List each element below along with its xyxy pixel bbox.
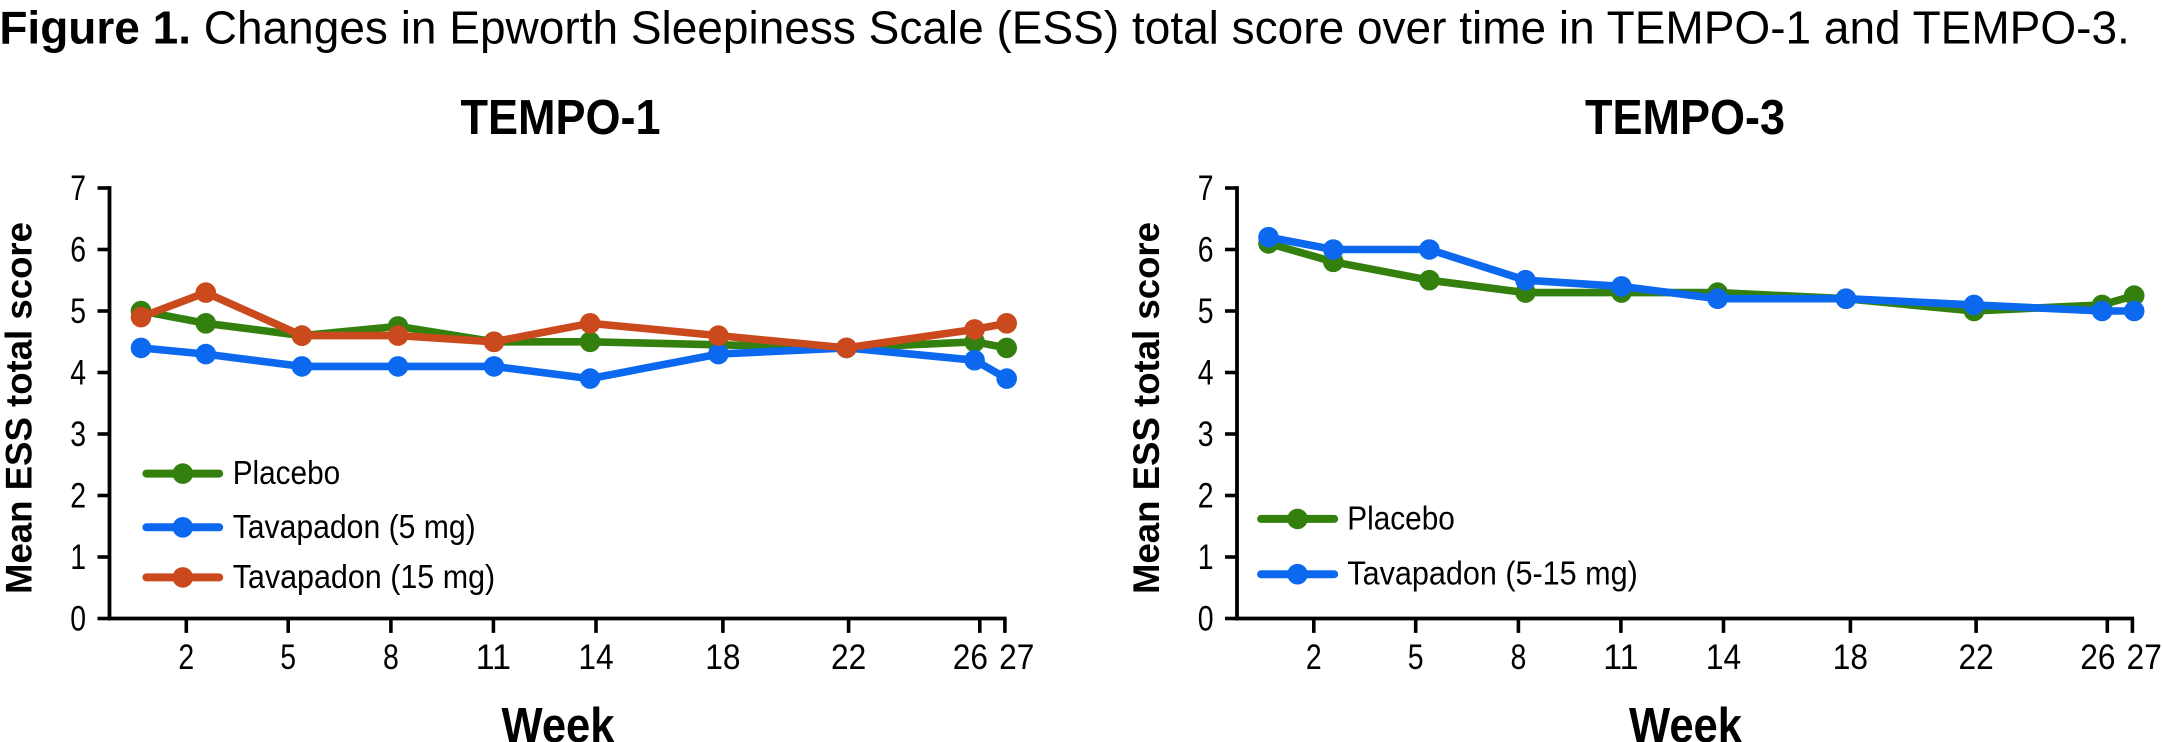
svg-text:Tavapadon (5-15 mg): Tavapadon (5-15 mg): [1347, 555, 1638, 592]
svg-text:TEMPO-1: TEMPO-1: [461, 91, 661, 145]
svg-text:Mean ESS total score: Mean ESS total score: [1126, 222, 1167, 594]
svg-text:6: 6: [70, 230, 86, 269]
svg-text:26: 26: [2080, 638, 2115, 677]
svg-text:22: 22: [1959, 638, 1994, 677]
svg-text:Tavapadon (15 mg): Tavapadon (15 mg): [233, 558, 496, 595]
svg-text:Placebo: Placebo: [233, 454, 341, 491]
svg-text:0: 0: [70, 599, 86, 638]
svg-text:18: 18: [705, 638, 740, 677]
svg-text:7: 7: [70, 169, 86, 208]
svg-text:1: 1: [70, 538, 86, 577]
svg-text:Tavapadon (5 mg): Tavapadon (5 mg): [233, 508, 476, 545]
svg-text:7: 7: [1198, 169, 1214, 208]
svg-text:Mean ESS total score: Mean ESS total score: [0, 222, 40, 594]
svg-text:Figure 1. Changes in Epworth S: Figure 1. Changes in Epworth Sleepiness …: [0, 2, 2130, 54]
svg-text:27: 27: [999, 638, 1034, 677]
svg-text:Week: Week: [502, 699, 616, 742]
svg-text:14: 14: [578, 638, 613, 677]
svg-text:0: 0: [1198, 599, 1214, 638]
svg-text:27: 27: [2127, 638, 2162, 677]
svg-text:5: 5: [1198, 292, 1214, 331]
svg-text:3: 3: [1198, 415, 1214, 454]
svg-text:2: 2: [1306, 638, 1322, 677]
svg-text:2: 2: [70, 476, 86, 515]
svg-text:2: 2: [178, 638, 194, 677]
svg-text:11: 11: [476, 638, 511, 677]
svg-text:11: 11: [1603, 638, 1638, 677]
svg-text:4: 4: [1198, 353, 1214, 392]
svg-text:TEMPO-3: TEMPO-3: [1585, 91, 1785, 145]
svg-text:1: 1: [1198, 538, 1214, 577]
svg-text:18: 18: [1833, 638, 1868, 677]
svg-text:6: 6: [1198, 230, 1214, 269]
svg-text:26: 26: [953, 638, 988, 677]
svg-text:8: 8: [1511, 638, 1527, 677]
svg-text:22: 22: [831, 638, 866, 677]
svg-text:5: 5: [1408, 638, 1424, 677]
svg-text:14: 14: [1706, 638, 1741, 677]
svg-text:2: 2: [1198, 476, 1214, 515]
svg-text:3: 3: [70, 415, 86, 454]
svg-text:5: 5: [70, 292, 86, 331]
svg-text:Placebo: Placebo: [1347, 499, 1455, 536]
svg-text:8: 8: [383, 638, 399, 677]
svg-text:4: 4: [70, 353, 86, 392]
svg-text:5: 5: [280, 638, 296, 677]
svg-text:Week: Week: [1629, 699, 1743, 742]
